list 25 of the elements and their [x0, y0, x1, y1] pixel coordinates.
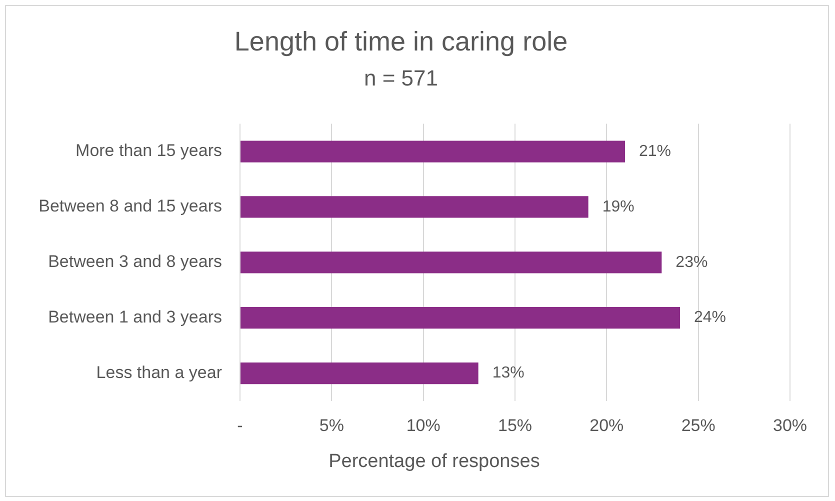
x-tick-label: 15% [498, 416, 532, 435]
data-label: 13% [492, 364, 524, 382]
data-label: 23% [676, 254, 708, 271]
x-tick-label: 20% [590, 416, 624, 435]
y-tick-label: Between 3 and 8 years [48, 252, 222, 272]
chart-title: Length of time in caring role [234, 26, 568, 57]
x-tick-label: 10% [406, 416, 440, 435]
y-tick-label: Less than a year [96, 362, 222, 382]
data-label: 21% [639, 142, 672, 160]
bar [240, 252, 662, 274]
y-tick-label: Between 8 and 15 years [38, 196, 222, 216]
x-tick-label: 30% [772, 416, 808, 435]
y-tick-label: Between 1 and 3 years [48, 308, 222, 327]
bar [240, 362, 478, 384]
data-label: 24% [694, 309, 726, 326]
x-tick-label: 25% [681, 416, 716, 435]
data-label: 19% [602, 198, 634, 216]
chart-subtitle: n = 571 [364, 66, 438, 91]
y-tick-label: More than 15 years [76, 141, 222, 160]
x-tick-label: - [237, 416, 243, 435]
x-tick-label: 5% [319, 416, 344, 435]
bar [240, 196, 588, 218]
bar [240, 140, 625, 162]
x-axis-title: Percentage of responses [328, 451, 540, 472]
bar [240, 307, 680, 329]
